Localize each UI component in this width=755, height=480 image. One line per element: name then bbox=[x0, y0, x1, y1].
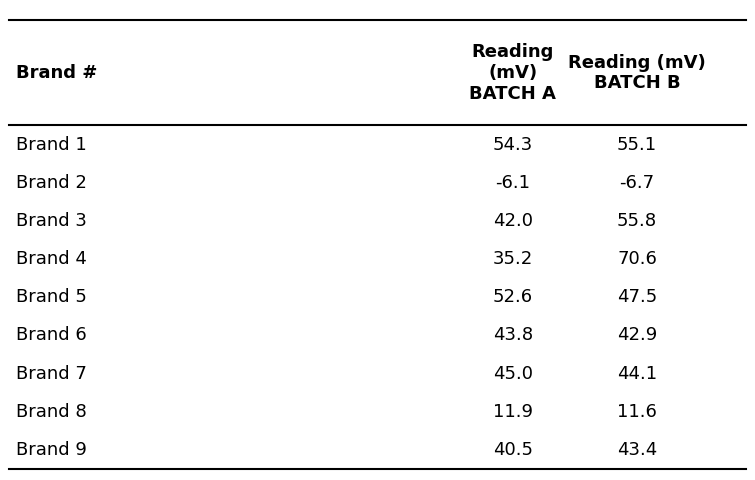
Text: 55.8: 55.8 bbox=[617, 212, 657, 230]
Text: -6.1: -6.1 bbox=[495, 174, 531, 192]
Text: Brand 3: Brand 3 bbox=[17, 212, 88, 230]
Text: 45.0: 45.0 bbox=[493, 365, 533, 383]
Text: 42.0: 42.0 bbox=[493, 212, 533, 230]
Text: Brand 4: Brand 4 bbox=[17, 250, 88, 268]
Text: 54.3: 54.3 bbox=[493, 135, 533, 154]
Text: Reading (mV)
BATCH B: Reading (mV) BATCH B bbox=[569, 54, 706, 92]
Text: 44.1: 44.1 bbox=[617, 365, 657, 383]
Text: Brand 8: Brand 8 bbox=[17, 403, 87, 421]
Text: 42.9: 42.9 bbox=[617, 326, 657, 345]
Text: 55.1: 55.1 bbox=[617, 135, 657, 154]
Text: 11.9: 11.9 bbox=[493, 403, 533, 421]
Text: -6.7: -6.7 bbox=[619, 174, 655, 192]
Text: Brand 7: Brand 7 bbox=[17, 365, 88, 383]
Text: 43.4: 43.4 bbox=[617, 441, 657, 459]
Text: Brand #: Brand # bbox=[17, 64, 98, 82]
Text: 47.5: 47.5 bbox=[617, 288, 657, 306]
Text: 70.6: 70.6 bbox=[617, 250, 657, 268]
Text: 35.2: 35.2 bbox=[493, 250, 533, 268]
Text: Brand 5: Brand 5 bbox=[17, 288, 88, 306]
Text: Brand 6: Brand 6 bbox=[17, 326, 87, 345]
Text: Reading
(mV)
BATCH A: Reading (mV) BATCH A bbox=[470, 43, 556, 103]
Text: Brand 2: Brand 2 bbox=[17, 174, 88, 192]
Text: 40.5: 40.5 bbox=[493, 441, 533, 459]
Text: 11.6: 11.6 bbox=[617, 403, 657, 421]
Text: 43.8: 43.8 bbox=[493, 326, 533, 345]
Text: 52.6: 52.6 bbox=[493, 288, 533, 306]
Text: Brand 1: Brand 1 bbox=[17, 135, 87, 154]
Text: Brand 9: Brand 9 bbox=[17, 441, 88, 459]
